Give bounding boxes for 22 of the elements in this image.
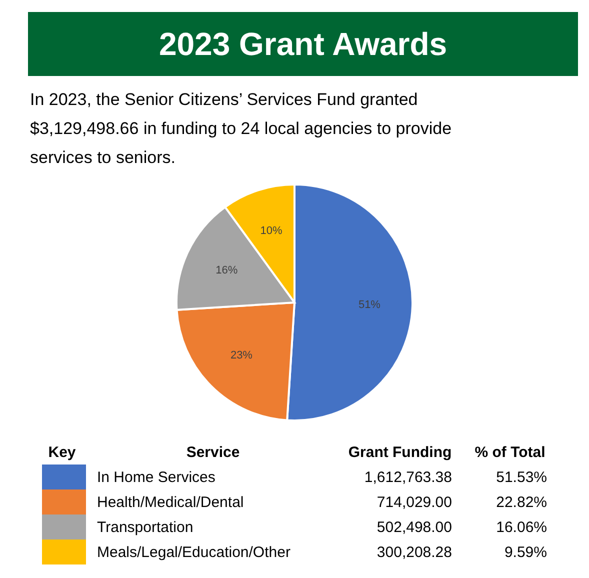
data-label: 16% [216,264,238,277]
text: 9.59% [504,544,547,561]
data-label: 10% [260,225,283,238]
text: 714,029.00 [376,494,452,511]
text: 51.53% [496,469,547,486]
text: 1,612,763.38 [364,469,452,486]
legend-label: Health/Medical/Dental [97,494,244,511]
text: 16.06% [496,519,547,536]
data-label: 51% [358,298,381,311]
data-label: 23% [230,350,253,362]
text: Service [186,444,240,461]
legend-label: Transportation [97,519,194,536]
chart-subtitle: In 2023, the Senior Citizens’ Services Fund granted $3,129,498.66 in funding to 24 local agencies to provide services to seniors. [30,90,452,167]
legend-label: Meals/Legal/Education/Other [97,544,290,561]
legend-label: In Home Services [97,469,216,486]
text: % of Total [474,444,546,461]
legend-title: Key [48,444,76,461]
text: 300,208.28 [376,544,452,561]
text: 502,498.00 [376,519,452,536]
text: Grant Funding [348,444,452,461]
chart-title: 2023 Grant Awards [158,26,448,62]
text: 22.82% [496,494,547,511]
